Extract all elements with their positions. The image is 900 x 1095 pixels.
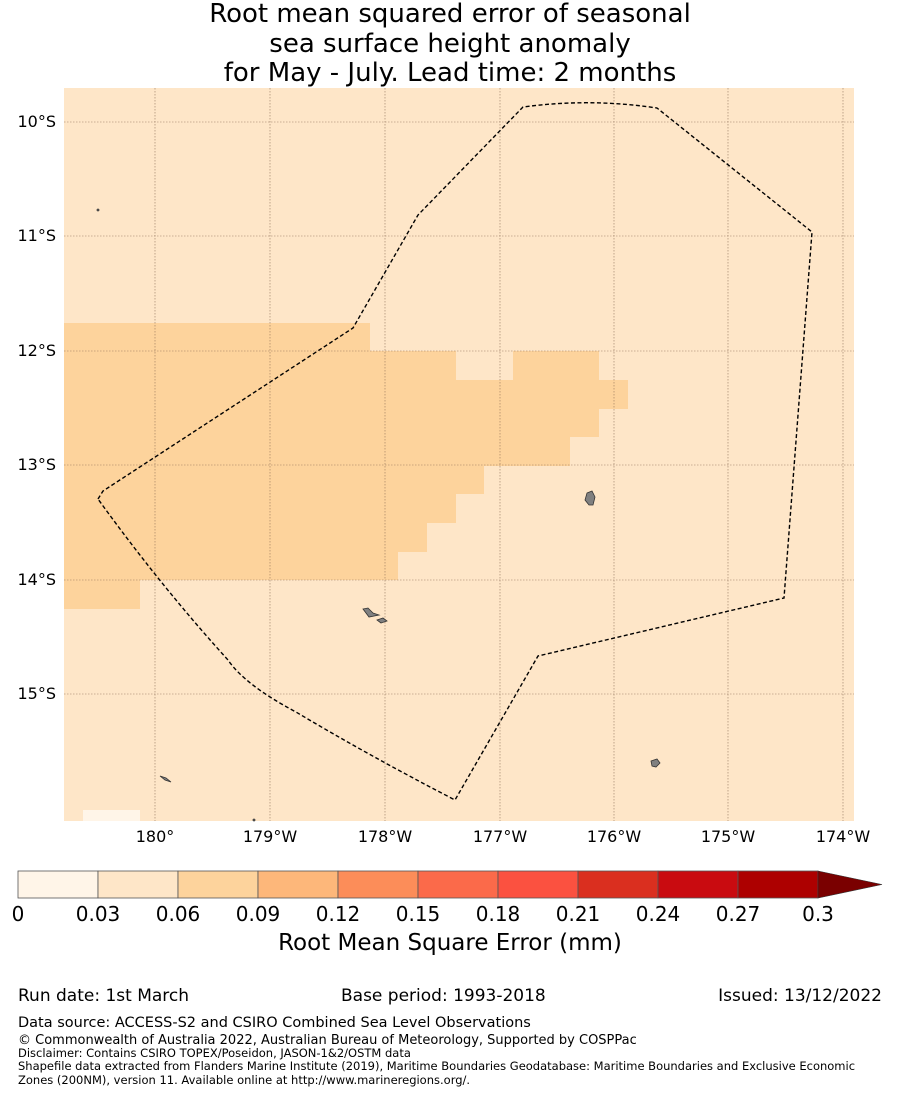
colorbar-tick-label: 0 bbox=[12, 902, 25, 926]
lat-tick-label: 12°S bbox=[17, 341, 56, 360]
lon-tick-label: 176°W bbox=[587, 827, 642, 846]
colorbar-bin bbox=[177, 870, 259, 899]
lat-tick-label: 10°S bbox=[17, 112, 56, 131]
colorbar-bins bbox=[17, 870, 819, 899]
title-line-3: for May - July. Lead time: 2 months bbox=[223, 58, 677, 88]
colorbar-tick-label: 0.09 bbox=[236, 902, 281, 926]
shapefile-credit-line-2: Zones (200NM), version 11. Available onl… bbox=[18, 1073, 471, 1087]
lon-tick-label: 177°W bbox=[473, 827, 528, 846]
land-islands bbox=[96, 208, 661, 822]
lon-tick-labels: 180° 179°W 178°W 177°W 176°W 175°W 174°W bbox=[136, 827, 871, 846]
colorbar-bin bbox=[657, 870, 739, 899]
shapefile-credit-line-1: Shapefile data extracted from Flanders M… bbox=[18, 1059, 856, 1073]
colorbar-tick-label: 0.3 bbox=[802, 902, 834, 926]
map-title: Root mean squared error of seasonal sea … bbox=[0, 0, 900, 89]
title-line-2: sea surface height anomaly bbox=[269, 28, 631, 59]
eez-boundary bbox=[97, 102, 813, 801]
colorbar-bin bbox=[257, 870, 339, 899]
colorbar-tick-label: 0.18 bbox=[476, 902, 521, 926]
colorbar-bin bbox=[97, 870, 179, 899]
gridlines bbox=[64, 88, 854, 821]
lon-tick-label: 180° bbox=[136, 827, 175, 846]
lon-tick-label: 175°W bbox=[701, 827, 756, 846]
colorbar-label: Root Mean Square Error (mm) bbox=[278, 930, 622, 956]
colorbar-tick-label: 0.21 bbox=[556, 902, 601, 926]
island-bottom-edge bbox=[252, 818, 256, 822]
run-date: Run date: 1st March bbox=[18, 986, 190, 1006]
colorbar-bin bbox=[577, 870, 659, 899]
lon-tick-label: 174°W bbox=[816, 827, 871, 846]
colorbar-bin bbox=[337, 870, 419, 899]
colorbar-tick-label: 0.12 bbox=[316, 902, 361, 926]
rmse-field-low-patch bbox=[83, 810, 140, 821]
island-south-west bbox=[159, 775, 172, 783]
issued-date: Issued: 13/12/2022 bbox=[718, 986, 882, 1006]
colorbar-tick-label: 0.27 bbox=[716, 902, 761, 926]
island-north-west bbox=[96, 208, 100, 212]
colorbar-extend-arrow bbox=[817, 870, 883, 899]
rmse-field-higher-region bbox=[64, 323, 628, 609]
lat-tick-label: 14°S bbox=[17, 570, 56, 589]
colorbar: 0 0.03 0.06 0.09 0.12 0.15 0.18 0.21 0.24 0.27 0.3 bbox=[12, 870, 883, 926]
lat-tick-labels: 10°S 11°S 12°S 13°S 14°S 15°S bbox=[17, 112, 56, 703]
base-period: Base period: 1993-2018 bbox=[341, 986, 546, 1006]
lat-tick-label: 13°S bbox=[17, 455, 56, 474]
colorbar-ticks: 0 0.03 0.06 0.09 0.12 0.15 0.18 0.21 0.24 0.27 0.3 bbox=[12, 902, 834, 926]
colorbar-tick-label: 0.06 bbox=[156, 902, 201, 926]
colorbar-bin bbox=[417, 870, 499, 899]
disclaimer: Disclaimer: Contains CSIRO TOPEX/Poseido… bbox=[18, 1046, 411, 1060]
island-wallis bbox=[584, 490, 596, 506]
island-alofi bbox=[376, 617, 388, 624]
lat-tick-label: 11°S bbox=[17, 226, 56, 245]
colorbar-tick-label: 0.15 bbox=[396, 902, 441, 926]
colorbar-tick-label: 0.03 bbox=[76, 902, 121, 926]
island-futuna bbox=[362, 607, 381, 618]
colorbar-bin bbox=[737, 870, 819, 899]
map-panel bbox=[64, 88, 854, 822]
lat-tick-label: 15°S bbox=[17, 684, 56, 703]
colorbar-tick-label: 0.24 bbox=[636, 902, 681, 926]
copyright: © Commonwealth of Australia 2022, Austra… bbox=[18, 1033, 637, 1048]
title-line-1: Root mean squared error of seasonal bbox=[209, 0, 691, 29]
island-south-east bbox=[650, 758, 661, 768]
data-source: Data source: ACCESS-S2 and CSIRO Combine… bbox=[18, 1015, 531, 1031]
colorbar-bin bbox=[17, 870, 99, 899]
colorbar-bin bbox=[497, 870, 579, 899]
lon-tick-label: 178°W bbox=[358, 827, 413, 846]
lon-tick-label: 179°W bbox=[243, 827, 298, 846]
